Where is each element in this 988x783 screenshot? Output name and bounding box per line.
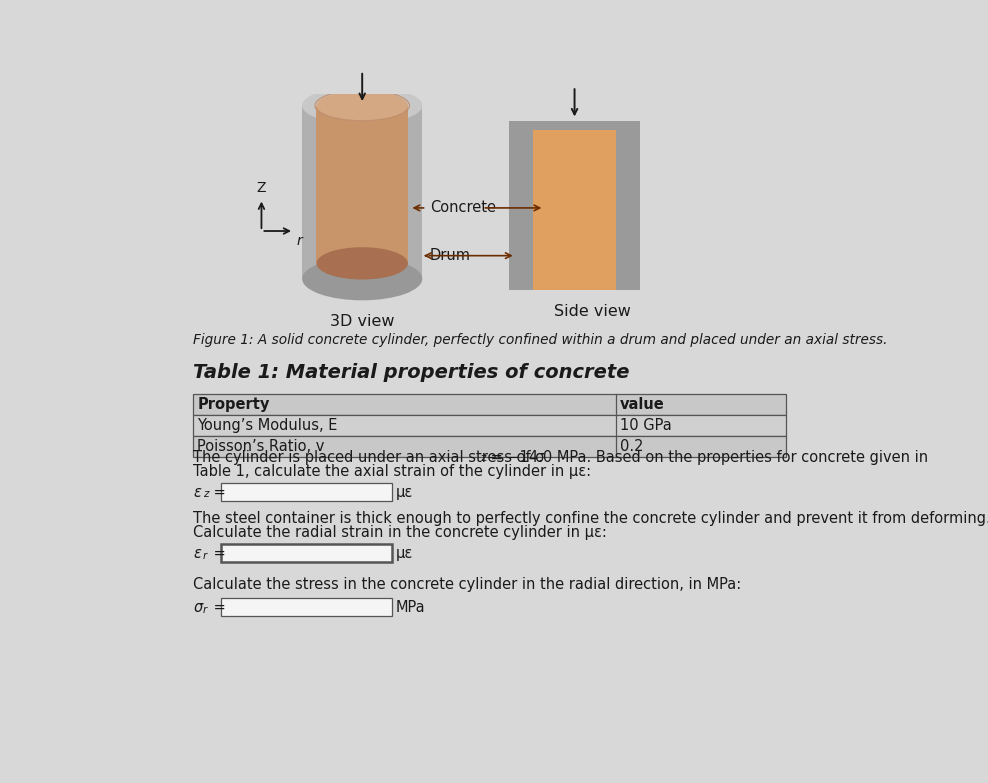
Ellipse shape: [302, 86, 422, 124]
Bar: [194, 415, 786, 436]
Polygon shape: [316, 106, 408, 263]
Text: 3D view: 3D view: [330, 314, 394, 329]
Bar: [510, 121, 639, 290]
Text: r: r: [203, 551, 206, 561]
Text: ε: ε: [194, 547, 202, 561]
Text: Property: Property: [198, 397, 270, 412]
Bar: [221, 598, 391, 616]
Text: =: =: [208, 547, 225, 561]
Bar: [194, 395, 786, 415]
Text: Side view: Side view: [554, 304, 630, 319]
Text: Drum: Drum: [430, 248, 470, 263]
Text: Concrete: Concrete: [430, 200, 496, 215]
Text: Figure 1: A solid concrete cylinder, perfectly confined within a drum and placed: Figure 1: A solid concrete cylinder, per…: [194, 333, 888, 347]
Text: με: με: [395, 547, 413, 561]
Text: Poisson’s Ratio, v: Poisson’s Ratio, v: [198, 438, 324, 453]
Text: value: value: [620, 397, 665, 412]
Polygon shape: [302, 106, 422, 279]
Text: Calculate the radial strain in the concrete cylinder in με:: Calculate the radial strain in the concr…: [194, 525, 607, 540]
Text: 0.2: 0.2: [620, 438, 644, 453]
Text: r: r: [296, 234, 302, 248]
Text: 10 GPa: 10 GPa: [620, 418, 672, 433]
Text: Calculate the stress in the concrete cylinder in the radial direction, in MPa:: Calculate the stress in the concrete cyl…: [194, 577, 742, 592]
Bar: [533, 130, 617, 290]
Text: Young’s Modulus, E: Young’s Modulus, E: [198, 418, 338, 433]
Bar: [221, 544, 391, 562]
Text: r: r: [203, 604, 206, 615]
Text: με: με: [395, 485, 413, 500]
Ellipse shape: [316, 91, 408, 120]
Text: = −14.0 MPa. Based on the properties for concrete given in: = −14.0 MPa. Based on the properties for…: [486, 449, 929, 464]
Text: Table 1: Material properties of concrete: Table 1: Material properties of concrete: [194, 363, 629, 382]
Text: z: z: [203, 489, 208, 500]
Ellipse shape: [302, 257, 422, 301]
Text: The steel container is thick enough to perfectly confine the concrete cylinder a: The steel container is thick enough to p…: [194, 511, 988, 526]
Text: =: =: [208, 600, 225, 615]
Text: MPa: MPa: [395, 600, 425, 615]
Bar: [194, 436, 786, 456]
Text: σ: σ: [194, 600, 203, 615]
Text: ε: ε: [194, 485, 202, 500]
Text: Z: Z: [256, 181, 266, 195]
Bar: [221, 483, 391, 500]
Text: The cylinder is placed under an axial stress of σ: The cylinder is placed under an axial st…: [194, 449, 544, 464]
Text: z: z: [480, 453, 486, 463]
Ellipse shape: [316, 247, 408, 280]
Text: Table 1, calculate the axial strain of the cylinder in με:: Table 1, calculate the axial strain of t…: [194, 464, 592, 478]
Text: =: =: [208, 485, 225, 500]
